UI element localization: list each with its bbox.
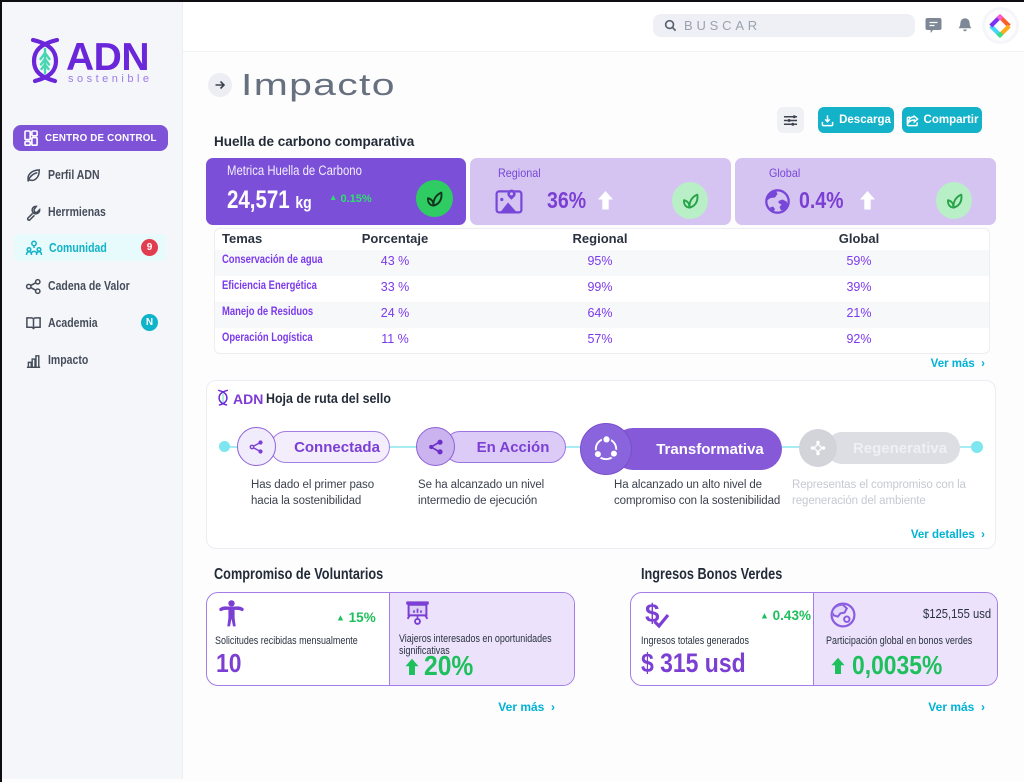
svg-text:sostenible: sostenible: [68, 73, 153, 85]
svg-text:ADN: ADN: [66, 36, 149, 79]
